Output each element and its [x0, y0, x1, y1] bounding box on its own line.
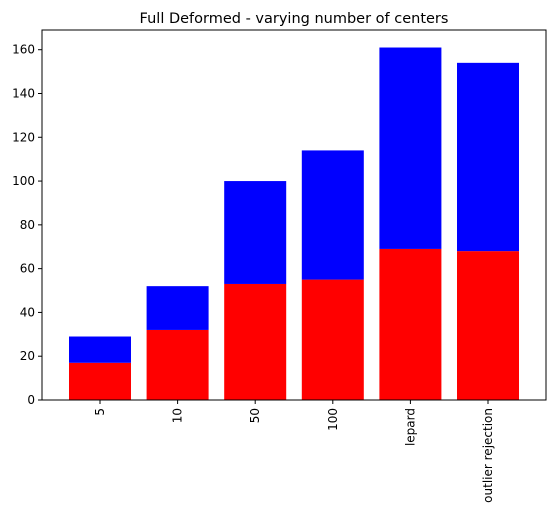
- bar-segment-1-1: [146, 286, 209, 330]
- x-tick-label-1: 10: [171, 408, 185, 423]
- y-tick-label-6: 120: [12, 130, 35, 144]
- bar-segment-1-4: [379, 47, 442, 249]
- bar-segment-0-2: [224, 283, 287, 400]
- bar-segment-1-2: [224, 181, 287, 284]
- y-tick-label-3: 60: [20, 262, 35, 276]
- bar-segment-0-0: [69, 362, 131, 400]
- y-tick-label-1: 20: [20, 349, 35, 363]
- bar-segment-0-1: [146, 329, 209, 400]
- x-tick-label-0: 5: [93, 408, 107, 416]
- y-tick-label-8: 160: [12, 43, 35, 57]
- y-tick-label-0: 0: [27, 393, 35, 407]
- y-tick-label-7: 140: [12, 86, 35, 100]
- bar-segment-1-5: [457, 62, 519, 252]
- y-tick-label-4: 80: [20, 218, 35, 232]
- x-axis: 5 10 50 100 lepard outlier rejection: [93, 400, 495, 503]
- chart-title: Full Deformed - varying number of center…: [140, 11, 449, 27]
- bar-segment-0-4: [379, 248, 442, 400]
- bar-segment-0-5: [457, 251, 519, 400]
- plot-frame: [41, 29, 547, 401]
- y-tick-label-5: 100: [12, 174, 35, 188]
- bar-segment-1-3: [301, 150, 364, 280]
- y-axis: 0 20 40 60 80 100 120 140 160: [12, 43, 42, 407]
- y-tick-label-2: 40: [20, 305, 35, 319]
- x-tick-label-2: 50: [248, 408, 262, 423]
- bar-segment-1-0: [69, 336, 131, 363]
- bars-group: [69, 47, 519, 400]
- x-tick-label-3: 100: [326, 408, 340, 431]
- x-tick-label-4: lepard: [403, 408, 417, 446]
- x-tick-label-5: outlier rejection: [481, 408, 495, 503]
- bar-segment-0-3: [301, 279, 364, 400]
